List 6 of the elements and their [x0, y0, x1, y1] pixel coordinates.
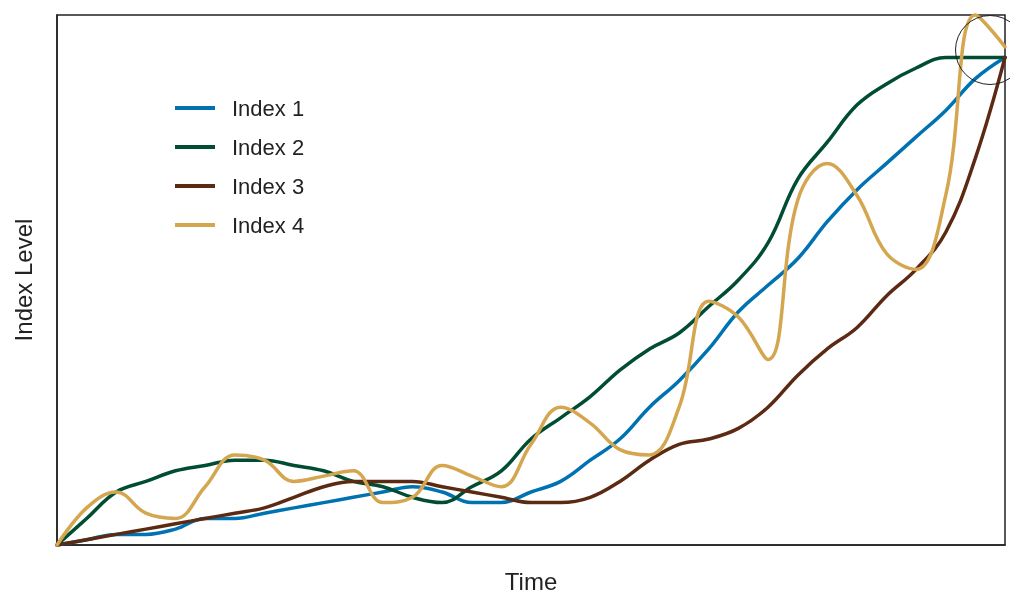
y-axis-title: Index Level	[9, 218, 37, 342]
legend-label: Index 3	[232, 173, 305, 199]
legend-label: Index 4	[232, 212, 305, 238]
x-axis-title: Time	[504, 567, 558, 595]
legend-label: Index 2	[232, 134, 305, 160]
legend-label: Index 1	[232, 95, 305, 121]
